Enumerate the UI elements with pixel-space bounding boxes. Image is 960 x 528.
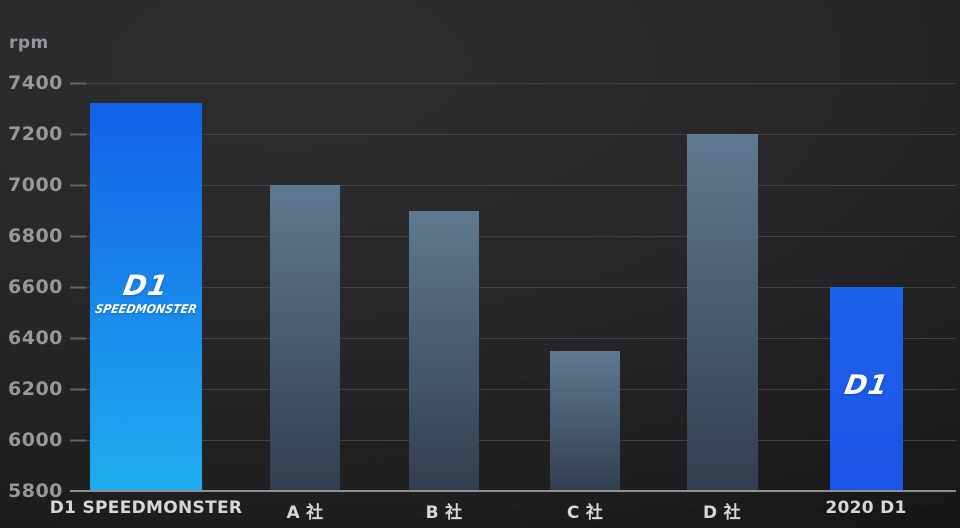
y-tick-label-7400: 7400: [8, 72, 63, 94]
y-tick-label-6000: 6000: [8, 429, 63, 451]
category-label-0: D1 SPEEDMONSTER: [49, 498, 243, 518]
logo-text-d1: D1: [120, 269, 172, 302]
tick-mark-7200: [70, 133, 86, 136]
bar-a-社: [270, 185, 340, 491]
category-label-2: B 社: [425, 503, 463, 523]
gridline-6000: [70, 440, 956, 441]
tick-mark-6400: [70, 337, 86, 340]
y-tick-label-7200: 7200: [8, 123, 63, 145]
bar-2020-d1: D1: [829, 287, 903, 491]
category-label-5: 2020 D1: [825, 498, 907, 518]
bar-d-社: [686, 134, 758, 491]
bar-b-社: [409, 210, 479, 491]
tick-mark-6800: [70, 235, 86, 238]
gridline-7400: [70, 83, 956, 84]
y-tick-label-6400: 6400: [8, 327, 63, 349]
tick-mark-7400: [70, 82, 86, 85]
gridline-6200: [70, 389, 956, 390]
tick-mark-6200: [70, 388, 86, 391]
tick-mark-7000: [70, 184, 86, 187]
tick-mark-6000: [70, 439, 86, 442]
gridline-6400: [70, 338, 956, 339]
brand-logo-speedmonster: D1 SPEEDMONSTER: [90, 269, 202, 316]
gridline-6600: [70, 287, 956, 288]
gridline-7000: [70, 185, 956, 186]
y-tick-label-5800: 5800: [8, 480, 63, 502]
bar-c-社: [550, 350, 620, 491]
y-tick-label-7000: 7000: [8, 174, 63, 196]
bar-d1-speedmonster: D1 SPEEDMONSTER: [90, 103, 202, 491]
gridline-6800: [70, 236, 956, 237]
category-label-4: D 社: [703, 503, 741, 523]
gridline-7200: [70, 134, 956, 135]
brand-logo-d1: D1: [830, 370, 903, 401]
y-tick-label-6600: 6600: [8, 276, 63, 298]
y-tick-label-6800: 6800: [8, 225, 63, 247]
y-tick-label-6200: 6200: [8, 378, 63, 400]
category-label-1: A 社: [286, 503, 324, 523]
logo-text-speedmonster: SPEEDMONSTER: [94, 302, 198, 316]
y-axis-unit-label: rpm: [9, 33, 49, 53]
logo-text-d1: D1: [841, 370, 891, 401]
x-axis-line: [70, 490, 956, 492]
tick-mark-6600: [70, 286, 86, 289]
category-label-3: C 社: [566, 503, 604, 523]
